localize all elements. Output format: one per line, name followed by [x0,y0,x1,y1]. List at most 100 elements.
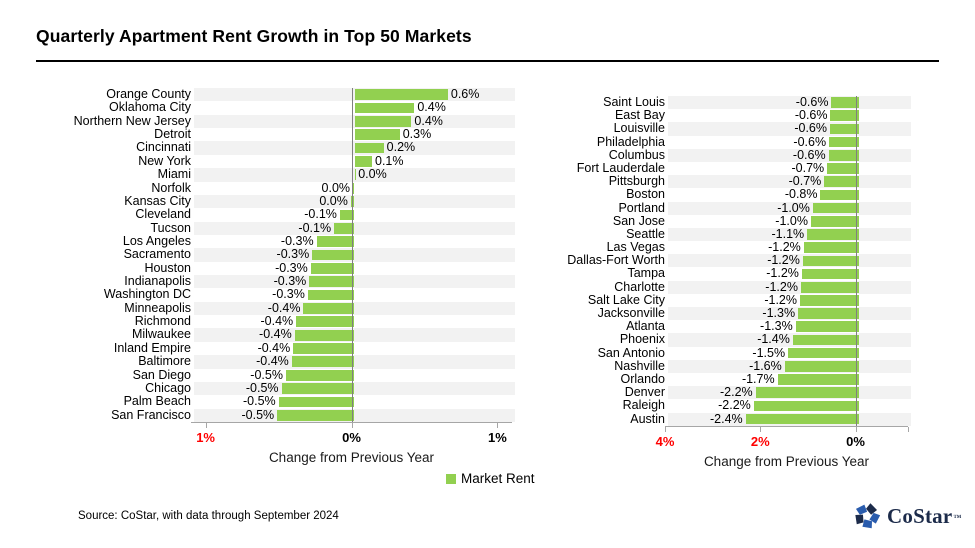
market-rent-bar [312,249,355,261]
costar-logo-text: CoStar™ [887,504,962,528]
value-label: -0.3% [276,247,310,262]
row-plot: -2.2% [668,385,911,400]
market-rent-bar [316,236,355,247]
chart-rows: Orange County 0.6% Oklahoma City 0.4% Northe… [36,87,515,422]
value-label: -0.3% [272,287,305,302]
market-rent-bar [784,361,859,372]
market-rent-bar [803,242,859,253]
row-plot: -0.7% [668,174,911,189]
market-label: Fort Lauderdale [576,160,665,175]
row-plot: -0.4% [194,328,515,342]
market-rent-bar [354,169,356,181]
value-label: -0.3% [273,274,307,289]
axis-tick-label: 1% [196,429,215,445]
row-plot: -1.4% [668,333,911,347]
value-label: 0.6% [450,87,480,101]
market-row: Salt Lake City -1.2% [520,292,911,307]
value-label: -0.4% [257,340,291,355]
row-plot: -1.3% [668,306,911,321]
row-plot: -0.6% [668,121,911,136]
market-row: Richmond -0.4% [36,314,515,328]
market-label: Seattle [626,226,665,241]
value-label: -2.2% [718,398,751,413]
row-plot: -1.0% [668,201,911,215]
value-label: -1.2% [767,253,800,268]
value-label: -0.5% [250,367,283,382]
market-row: Seattle -1.1% [520,226,911,242]
row-plot: -1.1% [668,226,911,242]
trademark-symbol: ™ [953,513,962,522]
market-row: Portland -1.0% [520,201,911,215]
market-label: Minneapolis [124,300,191,315]
row-plot: -2.2% [668,399,911,412]
row-plot: 0.6% [194,87,515,102]
row-plot: 0.2% [194,141,515,155]
value-label: -1.3% [760,319,793,334]
market-row: Miami 0.0% [36,167,515,182]
row-plot: 0.0% [194,194,515,209]
market-label: Raleigh [622,398,665,413]
market-row: Las Vegas -1.2% [520,240,911,254]
value-label: -1.2% [765,279,798,294]
row-plot: -0.3% [194,247,515,262]
market-row: Raleigh -2.2% [520,399,911,412]
zero-axis-line [351,88,353,422]
row-plot: -0.5% [194,408,515,422]
market-row: San Antonio -1.5% [520,346,911,360]
row-plot: -0.6% [668,147,911,162]
axis-tick [497,422,499,428]
market-label: Orange County [106,87,191,101]
x-axis-title: Change from Previous Year [268,449,435,465]
row-plot: 0.1% [194,153,515,168]
value-label: -0.4% [267,300,301,315]
market-label: Norfolk [151,180,191,195]
market-row: Dallas-Fort Worth -1.2% [520,253,911,268]
row-plot: -0.4% [194,340,515,355]
market-rent-bar [354,102,415,114]
axis-tick [855,426,857,432]
value-label: -0.6% [792,147,826,162]
zero-axis-line [855,96,857,426]
market-rent-bar [334,222,355,234]
value-label: -1.1% [771,226,805,241]
market-label: Sacramento [123,247,191,262]
market-label: Houston [144,260,191,275]
market-row: Los Angeles -0.3% [36,234,515,248]
market-label: Inland Empire [113,340,191,355]
market-label: Northern New Jersey [73,113,191,128]
market-row: New York 0.1% [36,153,515,168]
value-label: -0.6% [794,108,828,123]
market-rent-bar [277,409,355,421]
market-row: San Francisco -0.5% [36,407,515,422]
market-rent-bar [296,316,355,328]
market-label: San Jose [612,213,665,228]
market-label: Washington DC [103,287,191,302]
value-label: -0.3% [275,260,308,275]
market-row: Detroit 0.3% [36,127,515,141]
x-axis: 4% 2% 0% [656,425,909,451]
value-label: -0.1% [298,220,332,235]
market-label: Salt Lake City [587,292,665,307]
value-label: -1.2% [766,266,799,281]
market-rent-bar [354,116,412,127]
row-plot: -0.6% [668,135,911,149]
title-rule [36,60,939,62]
costar-pinwheel-icon [855,503,881,529]
value-label: 0.1% [375,153,404,168]
market-label: San Francisco [111,407,191,422]
market-rent-bar [798,308,859,319]
market-rent-bar [800,281,859,293]
market-row: Orlando -1.7% [520,372,911,386]
market-label: Baltimore [138,354,191,369]
row-plot: -0.7% [668,161,911,175]
row-plot: -1.2% [668,279,911,294]
source-note: Source: CoStar, with data through Septem… [78,510,339,522]
row-plot: -0.5% [194,394,515,408]
market-row: San Diego -0.5% [36,367,515,382]
row-plot: -1.2% [668,240,911,254]
value-label: -0.6% [794,121,827,136]
market-label: Denver [624,385,665,400]
market-row: Norfolk 0.0% [36,180,515,195]
market-row: Tampa -1.2% [520,267,911,280]
value-label: -1.6% [749,358,782,373]
